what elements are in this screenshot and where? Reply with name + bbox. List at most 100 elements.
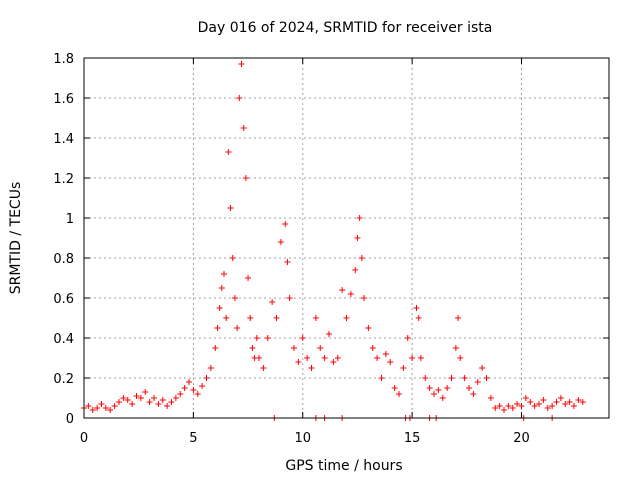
data-point bbox=[186, 379, 192, 385]
data-point bbox=[247, 315, 254, 321]
data-point bbox=[133, 393, 140, 399]
data-point bbox=[85, 403, 92, 409]
data-point bbox=[326, 331, 332, 337]
y-tick-label: 0.4 bbox=[53, 332, 74, 347]
data-point bbox=[269, 299, 276, 305]
data-point bbox=[514, 401, 521, 407]
data-point bbox=[361, 295, 367, 301]
data-point bbox=[120, 395, 127, 401]
data-point bbox=[505, 403, 512, 409]
y-tick-label: 0 bbox=[66, 412, 74, 427]
data-point bbox=[522, 395, 529, 401]
data-point bbox=[466, 385, 472, 391]
data-point bbox=[426, 385, 433, 391]
data-point bbox=[378, 375, 385, 381]
data-point bbox=[299, 335, 306, 341]
data-point bbox=[571, 403, 577, 409]
data-point bbox=[155, 401, 162, 407]
data-point bbox=[330, 359, 337, 365]
data-point bbox=[461, 375, 468, 381]
data-point bbox=[142, 389, 149, 395]
data-point bbox=[455, 315, 462, 321]
data-point bbox=[190, 387, 197, 393]
data-point bbox=[518, 403, 525, 409]
data-point bbox=[286, 295, 293, 301]
data-point bbox=[245, 275, 252, 281]
data-point bbox=[260, 365, 267, 371]
data-point bbox=[562, 401, 569, 407]
data-point bbox=[177, 391, 184, 397]
data-point bbox=[146, 399, 153, 405]
data-point bbox=[374, 355, 381, 361]
data-point bbox=[365, 325, 372, 331]
data-point bbox=[347, 291, 354, 297]
chart-title: Day 016 of 2024, SRMTID for receiver ist… bbox=[198, 20, 493, 36]
data-point bbox=[264, 335, 271, 341]
x-tick-label: 0 bbox=[80, 431, 88, 446]
y-tick-label: 1.2 bbox=[53, 172, 74, 187]
x-tick-label: 5 bbox=[189, 431, 197, 446]
data-point bbox=[321, 355, 328, 361]
data-point bbox=[487, 395, 494, 401]
y-axis-label: SRMTID / TECUs bbox=[8, 182, 24, 295]
data-point bbox=[400, 365, 407, 371]
data-point bbox=[231, 295, 238, 301]
data-point bbox=[249, 345, 256, 351]
data-point bbox=[172, 395, 179, 401]
data-point bbox=[536, 401, 542, 407]
data-point bbox=[382, 351, 389, 357]
y-tick-label: 0.2 bbox=[53, 372, 74, 387]
data-point bbox=[452, 345, 459, 351]
data-point bbox=[225, 149, 232, 155]
data-point bbox=[168, 399, 175, 405]
data-point bbox=[579, 399, 586, 405]
data-point bbox=[240, 125, 247, 131]
data-point bbox=[291, 345, 297, 351]
data-point bbox=[194, 391, 201, 397]
data-point bbox=[387, 359, 394, 365]
data-point bbox=[159, 397, 166, 403]
x-tick-label: 10 bbox=[294, 431, 311, 446]
data-point bbox=[129, 401, 136, 407]
data-point bbox=[549, 403, 556, 409]
data-point bbox=[435, 387, 442, 393]
data-point bbox=[312, 315, 319, 321]
data-point bbox=[553, 399, 560, 405]
data-point bbox=[107, 407, 114, 413]
data-point bbox=[352, 267, 359, 273]
data-point bbox=[216, 305, 223, 311]
x-tick-label: 20 bbox=[513, 431, 530, 446]
data-point bbox=[356, 215, 363, 221]
data-point bbox=[354, 235, 361, 241]
data-point bbox=[540, 397, 547, 403]
data-point bbox=[448, 375, 455, 381]
data-point bbox=[273, 315, 280, 321]
plot-frame bbox=[83, 57, 610, 419]
data-point bbox=[339, 287, 346, 293]
data-point bbox=[284, 259, 291, 265]
data-point bbox=[116, 399, 122, 405]
data-point bbox=[102, 405, 109, 411]
data-point bbox=[479, 365, 486, 371]
data-point bbox=[234, 325, 241, 331]
data-point bbox=[431, 391, 437, 397]
data-point bbox=[221, 271, 227, 277]
data-point bbox=[396, 391, 402, 397]
data-points bbox=[81, 61, 586, 421]
data-point bbox=[483, 375, 490, 381]
y-tick-label: 1.6 bbox=[53, 92, 74, 107]
data-point bbox=[369, 345, 376, 351]
data-point bbox=[137, 395, 144, 401]
y-tick-label: 1.8 bbox=[53, 52, 74, 67]
data-point bbox=[223, 315, 230, 321]
data-point bbox=[531, 403, 538, 409]
y-tick-label: 0.8 bbox=[53, 252, 74, 267]
data-point bbox=[544, 405, 551, 411]
data-point bbox=[422, 375, 429, 381]
data-point bbox=[509, 405, 516, 411]
axis-ticks: 0 0.2 0.4 0.6 0.8 1 1.2 1.4 1.6 1.8 0 5 10 15 20 bbox=[53, 52, 609, 446]
data-point bbox=[496, 403, 503, 409]
data-point bbox=[575, 397, 582, 403]
data-point bbox=[470, 391, 477, 397]
